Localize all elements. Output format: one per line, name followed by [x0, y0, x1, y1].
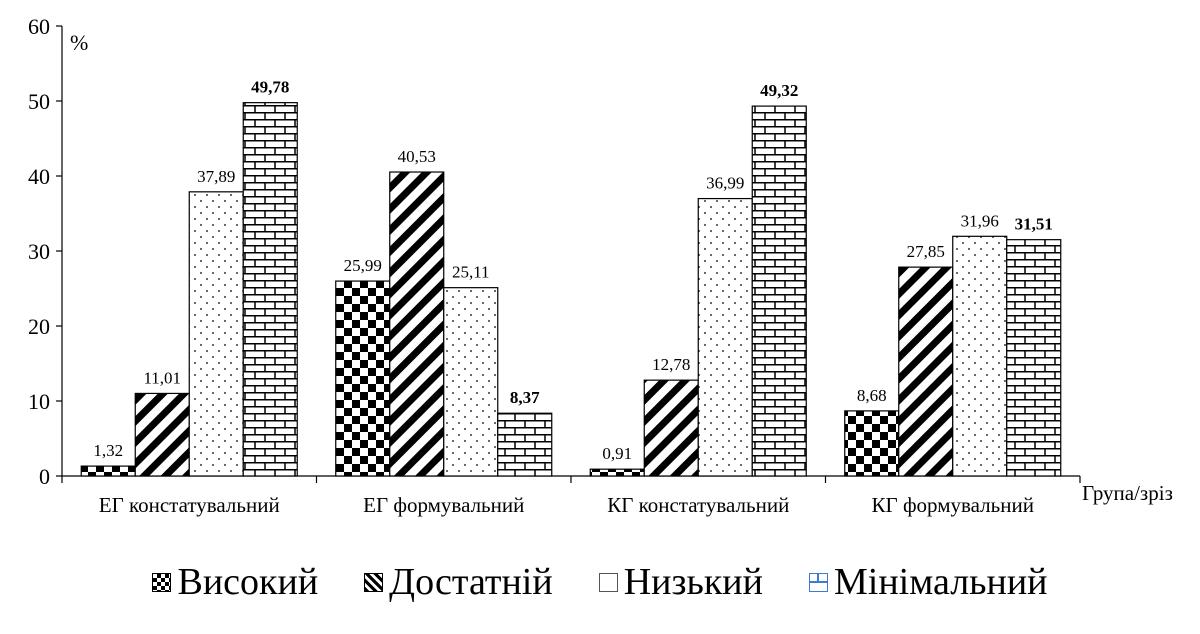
data-label: 0,91 — [602, 444, 632, 463]
data-label: 31,96 — [961, 211, 999, 230]
category-label: КГ формувальний — [872, 493, 1034, 517]
y-tick-label: 0 — [39, 464, 50, 489]
bar-checker — [335, 280, 391, 477]
y-tick-label: 40 — [28, 164, 50, 189]
bar-diagonal — [643, 379, 699, 477]
data-label: 37,89 — [197, 167, 235, 186]
bar-diagonal — [389, 171, 445, 477]
y-tick-label: 60 — [28, 14, 50, 39]
data-label: 8,68 — [857, 386, 887, 405]
legend: Високий Достатній Низький Мінімальний — [0, 560, 1200, 604]
legend-label: Високий — [177, 561, 319, 603]
x-axis: ЕГ констатувальний ЕГ формувальний КГ конс… — [61, 475, 1081, 517]
bar-chart: 0 10 20 30 40 50 60 ЕГ констатувальний ЕГ форму… — [28, 14, 1173, 517]
category-label: КГ констатувальний — [607, 493, 789, 517]
legend-label: Мінімальний — [833, 561, 1048, 603]
bar-dots — [697, 197, 753, 477]
y-tick-label: 10 — [28, 389, 50, 414]
data-label: 40,53 — [398, 147, 436, 166]
y-axis: 0 10 20 30 40 50 60 — [28, 14, 63, 489]
legend-swatch-brick — [808, 572, 828, 592]
bar-diagonal — [898, 266, 954, 477]
bars — [80, 102, 1062, 477]
data-label: 11,01 — [143, 368, 181, 387]
x-axis-title: Група/зріз — [1082, 481, 1173, 505]
data-label: 27,85 — [907, 242, 945, 261]
legend-swatch-diagonal — [364, 572, 384, 592]
category-label: ЕГ констатувальний — [99, 493, 280, 517]
legend-item-sufficient: Достатній — [364, 560, 553, 604]
bar-checker — [844, 410, 900, 477]
data-labels: 1,32 25,99 0,91 8,68 11,01 40,53 12,78 27,85 37,… — [93, 78, 1053, 464]
legend-swatch-checker — [152, 572, 172, 592]
y-tick-label: 30 — [28, 239, 50, 264]
data-label: 1,32 — [93, 441, 123, 460]
data-label: 12,78 — [652, 355, 690, 374]
legend-label: Низький — [623, 561, 763, 603]
bar-diagonal — [134, 392, 190, 477]
bar-dots — [443, 287, 499, 477]
data-label: 25,99 — [344, 256, 382, 275]
legend-swatch-dots — [598, 572, 618, 592]
y-unit-label: % — [70, 30, 88, 55]
legend-item-low: Низький — [598, 560, 763, 604]
bar-checker — [80, 465, 136, 477]
data-label: 31,51 — [1015, 215, 1053, 234]
bar-brick — [1006, 239, 1062, 477]
bar-brick — [242, 102, 298, 477]
data-label: 25,11 — [452, 263, 490, 282]
bar-brick — [497, 412, 553, 477]
legend-item-minimal: Мінімальний — [808, 560, 1048, 604]
bar-brick — [751, 105, 807, 477]
data-label: 49,32 — [760, 81, 798, 100]
data-label: 8,37 — [510, 388, 540, 407]
category-label: ЕГ формувальний — [363, 493, 524, 517]
data-label: 36,99 — [706, 174, 744, 193]
legend-label: Достатній — [389, 561, 553, 603]
bar-dots — [952, 235, 1008, 477]
y-tick-label: 20 — [28, 314, 50, 339]
legend-item-high: Високий — [152, 560, 318, 604]
bar-dots — [188, 191, 244, 477]
bar-checker — [589, 468, 645, 477]
data-label: 49,78 — [251, 78, 289, 97]
y-tick-label: 50 — [28, 89, 50, 114]
